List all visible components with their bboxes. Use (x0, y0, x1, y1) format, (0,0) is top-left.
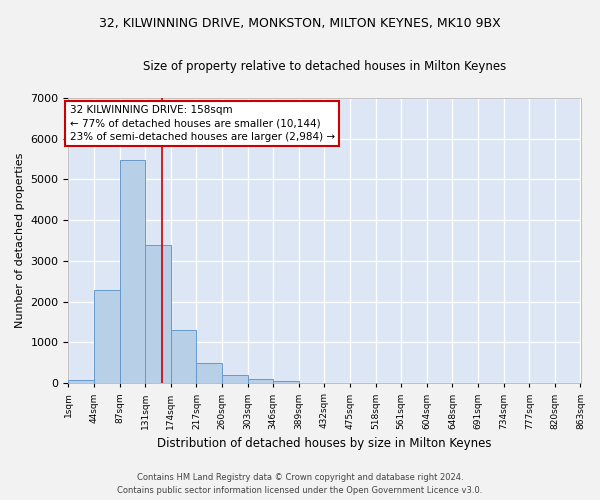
Bar (222, 375, 248, 384)
Text: 32, KILWINNING DRIVE, MONKSTON, MILTON KEYNES, MK10 9BX: 32, KILWINNING DRIVE, MONKSTON, MILTON K… (99, 18, 501, 30)
Bar (145, 244, 171, 384)
Bar (273, 381, 299, 384)
Y-axis label: Number of detached properties: Number of detached properties (15, 153, 25, 328)
Bar (171, 330, 196, 384)
Bar (248, 379, 273, 384)
X-axis label: Distribution of detached houses by size in Milton Keynes: Distribution of detached houses by size … (157, 437, 492, 450)
Text: Contains HM Land Registry data © Crown copyright and database right 2024.
Contai: Contains HM Land Registry data © Crown c… (118, 474, 482, 495)
Bar (196, 363, 222, 384)
Bar (68, 380, 94, 384)
Title: Size of property relative to detached houses in Milton Keynes: Size of property relative to detached ho… (143, 60, 506, 73)
Text: 32 KILWINNING DRIVE: 158sqm
← 77% of detached houses are smaller (10,144)
23% of: 32 KILWINNING DRIVE: 158sqm ← 77% of det… (70, 105, 335, 142)
Bar (119, 160, 145, 384)
Bar (94, 290, 119, 384)
